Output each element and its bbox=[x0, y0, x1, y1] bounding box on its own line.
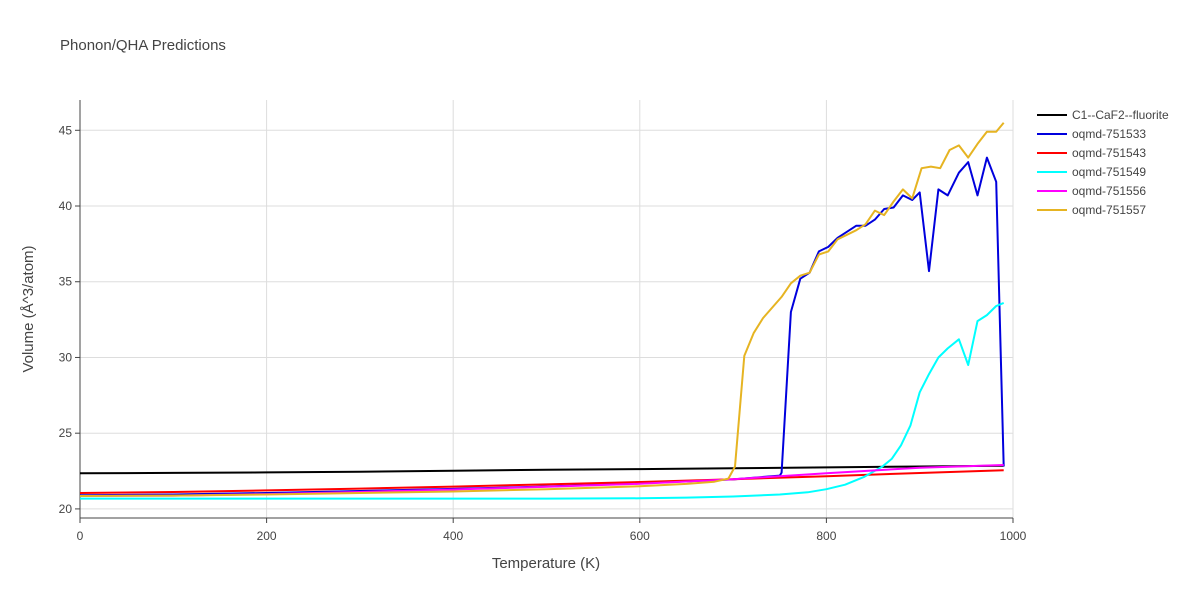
y-tick-label: 30 bbox=[59, 350, 73, 364]
y-tick-label: 25 bbox=[59, 426, 73, 440]
x-tick-label: 0 bbox=[77, 529, 84, 543]
x-tick-label: 600 bbox=[630, 529, 650, 543]
series-line-oqmd-751549 bbox=[80, 301, 1005, 500]
y-tick-label: 35 bbox=[59, 275, 73, 289]
legend-label: oqmd-751549 bbox=[1072, 165, 1146, 179]
legend-item[interactable]: oqmd-751557 bbox=[1037, 203, 1146, 217]
x-axis-label: Temperature (K) bbox=[492, 555, 600, 572]
x-tick-label: 400 bbox=[443, 529, 463, 543]
y-tick-label: 40 bbox=[59, 199, 73, 213]
y-axis-label: Volume (Å^3/atom) bbox=[20, 245, 37, 372]
series-line-C1--CaF2--fluorite bbox=[79, 464, 1004, 475]
legend-label: C1--CaF2--fluorite bbox=[1072, 108, 1169, 122]
y-tick-label: 20 bbox=[59, 502, 73, 516]
legend-label: oqmd-751543 bbox=[1072, 146, 1146, 160]
series-group bbox=[79, 122, 1005, 500]
legend-item[interactable]: oqmd-751533 bbox=[1037, 127, 1146, 141]
series-line-oqmd-751543 bbox=[79, 469, 1004, 494]
legend-item[interactable]: C1--CaF2--fluorite bbox=[1037, 108, 1169, 122]
series-line-oqmd-751533 bbox=[79, 156, 1005, 497]
legend-label: oqmd-751533 bbox=[1072, 127, 1146, 141]
axes: 0 200 400 600 800 1000 20 25 30 35 40 45 bbox=[59, 100, 1027, 543]
chart-title: Phonon/QHA Predictions bbox=[60, 37, 226, 54]
grid bbox=[80, 100, 1014, 518]
x-tick-label: 1000 bbox=[1000, 529, 1027, 543]
y-tick-label: 45 bbox=[59, 123, 73, 137]
legend-item[interactable]: oqmd-751556 bbox=[1037, 184, 1146, 198]
x-tick-label: 200 bbox=[257, 529, 277, 543]
series-line-oqmd-751557 bbox=[79, 122, 1005, 497]
legend-label: oqmd-751556 bbox=[1072, 184, 1146, 198]
legend-item[interactable]: oqmd-751549 bbox=[1037, 165, 1146, 179]
legend-item[interactable]: oqmd-751543 bbox=[1037, 146, 1146, 160]
x-tick-label: 800 bbox=[816, 529, 836, 543]
legend[interactable]: C1--CaF2--fluorite oqmd-751533 oqmd-751543… bbox=[1037, 108, 1169, 217]
legend-label: oqmd-751557 bbox=[1072, 203, 1146, 217]
